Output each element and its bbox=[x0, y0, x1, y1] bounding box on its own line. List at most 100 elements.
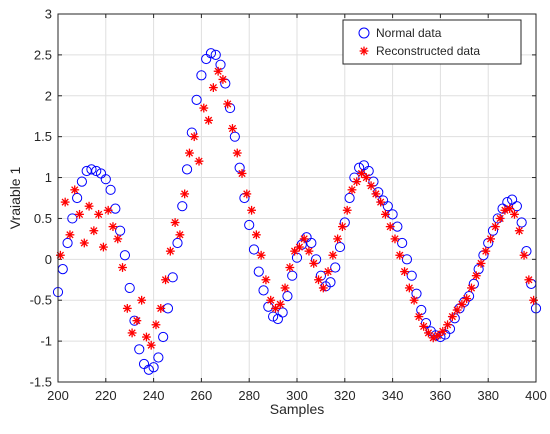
reconstructed-data-point bbox=[194, 156, 204, 166]
reconstructed-data-point bbox=[137, 295, 147, 305]
x-tick-label: 240 bbox=[143, 388, 165, 403]
y-tick-label: 2 bbox=[45, 88, 52, 103]
reconstructed-data-point bbox=[247, 205, 256, 215]
reconstructed-data-point bbox=[180, 189, 190, 199]
reconstructed-data-point bbox=[462, 294, 472, 303]
reconstructed-data-point bbox=[132, 316, 142, 326]
normal-data-point bbox=[67, 213, 78, 224]
reconstructed-data-point bbox=[505, 204, 515, 214]
normal-data-point bbox=[325, 277, 336, 288]
legend-label-reconstructed: Reconstructed data bbox=[376, 44, 480, 58]
y-tick-label: -1 bbox=[40, 334, 52, 349]
reconstructed-data-point bbox=[347, 185, 357, 195]
reconstructed-data-point bbox=[294, 242, 304, 252]
reconstructed-data-point bbox=[309, 259, 319, 268]
reconstructed-data-point bbox=[447, 312, 457, 321]
reconstructed-data-point bbox=[366, 181, 376, 191]
normal-data-point bbox=[287, 270, 298, 281]
x-tick-label: 280 bbox=[238, 388, 260, 403]
reconstructed-data-point bbox=[189, 132, 199, 142]
x-tick-label: 300 bbox=[286, 388, 308, 403]
x-tick-label: 380 bbox=[477, 388, 499, 403]
reconstructed-data-point bbox=[237, 169, 247, 178]
reconstructed-data-point bbox=[228, 124, 237, 133]
x-tick-label: 260 bbox=[191, 388, 213, 403]
reconstructed-data-point bbox=[419, 321, 429, 331]
normal-data-point bbox=[334, 241, 346, 253]
normal-data-point bbox=[248, 244, 260, 255]
reconstructed-data-point bbox=[481, 246, 491, 256]
y-tick-label: 1 bbox=[45, 170, 52, 185]
normal-data-point bbox=[191, 94, 202, 105]
reconstructed-data-point bbox=[94, 209, 104, 219]
reconstructed-data-point bbox=[333, 234, 343, 244]
reconstructed-data-point bbox=[323, 267, 333, 276]
reconstructed-data-point bbox=[242, 189, 252, 199]
normal-data-point bbox=[86, 164, 97, 175]
reconstructed-data-point bbox=[471, 271, 481, 281]
reconstructed-data-point bbox=[361, 173, 371, 182]
reconstructed-data-point bbox=[84, 201, 94, 211]
normal-data-point bbox=[100, 174, 111, 185]
reconstructed-data-point bbox=[524, 275, 534, 285]
normal-data-point bbox=[382, 201, 393, 212]
normal-data-point bbox=[354, 162, 365, 173]
reconstructed-data-point bbox=[208, 83, 218, 92]
normal-data-point bbox=[258, 285, 269, 296]
reconstructed-data-point bbox=[400, 267, 409, 276]
normal-data-point bbox=[177, 201, 188, 212]
normal-data-point bbox=[406, 270, 417, 281]
reconstructed-data-point bbox=[529, 295, 539, 305]
reconstructed-data-point bbox=[299, 234, 309, 244]
reconstructed-data-point bbox=[495, 214, 505, 223]
reconstructed-data-point bbox=[65, 230, 75, 240]
reconstructed-data-point bbox=[156, 304, 166, 313]
legend-circle-marker bbox=[358, 27, 370, 39]
normal-data-point bbox=[401, 254, 413, 265]
normal-data-point bbox=[148, 362, 159, 373]
reconstructed-data-point bbox=[60, 197, 70, 207]
reconstructed-data-point bbox=[161, 275, 170, 285]
x-tick-label: 200 bbox=[47, 388, 69, 403]
reconstructed-data-point bbox=[266, 295, 276, 305]
normal-data-point bbox=[282, 291, 293, 302]
reconstructed-data-point bbox=[199, 103, 209, 113]
legend-label-normal: Normal data bbox=[376, 26, 442, 40]
reconstructed-data-point bbox=[256, 250, 266, 260]
reconstructed-data-point bbox=[371, 189, 381, 199]
reconstructed-data-point bbox=[175, 230, 185, 240]
reconstructed-data-point bbox=[280, 283, 290, 293]
reconstructed-data-point bbox=[338, 222, 347, 232]
x-tick-label: 360 bbox=[430, 388, 452, 403]
reconstructed-data-point bbox=[151, 320, 161, 330]
normal-data-point bbox=[196, 70, 207, 81]
reconstructed-data-point bbox=[127, 328, 137, 338]
reconstructed-data-point bbox=[385, 222, 395, 232]
y-tick-label: -1.5 bbox=[30, 375, 52, 390]
normal-data-point bbox=[72, 192, 83, 204]
reconstructed-data-point bbox=[443, 320, 452, 330]
reconstructed-data-point bbox=[55, 250, 65, 260]
x-axis-ticks: 200 220 240 260 280 300 320 340 360 380 400 bbox=[47, 14, 547, 403]
normal-data-point bbox=[76, 176, 88, 187]
reconstructed-data-point bbox=[113, 234, 123, 244]
normal-data-point bbox=[420, 318, 432, 329]
reconstructed-data-point bbox=[108, 222, 118, 232]
normal-data-point bbox=[115, 225, 126, 236]
normal-data-point bbox=[268, 311, 279, 322]
normal-data-point bbox=[62, 237, 73, 249]
reconstructed-data-point bbox=[390, 234, 400, 244]
reconstructed-data-point bbox=[381, 209, 390, 219]
reconstructed-data-point bbox=[318, 283, 328, 293]
reconstructed-data-point bbox=[328, 250, 338, 260]
reconstructed-data-point bbox=[467, 283, 476, 293]
reconstructed-data-point bbox=[514, 226, 524, 236]
reconstructed-data-point bbox=[218, 75, 228, 84]
reconstructed-data-point bbox=[251, 230, 261, 240]
reconstructed-data-point bbox=[352, 177, 362, 187]
reconstructed-data-point bbox=[232, 148, 242, 158]
x-tick-label: 320 bbox=[334, 388, 356, 403]
reconstructed-data-point bbox=[285, 263, 295, 272]
legend: Normal data Reconstructed data bbox=[342, 19, 522, 65]
reconstructed-data-point bbox=[395, 250, 405, 260]
